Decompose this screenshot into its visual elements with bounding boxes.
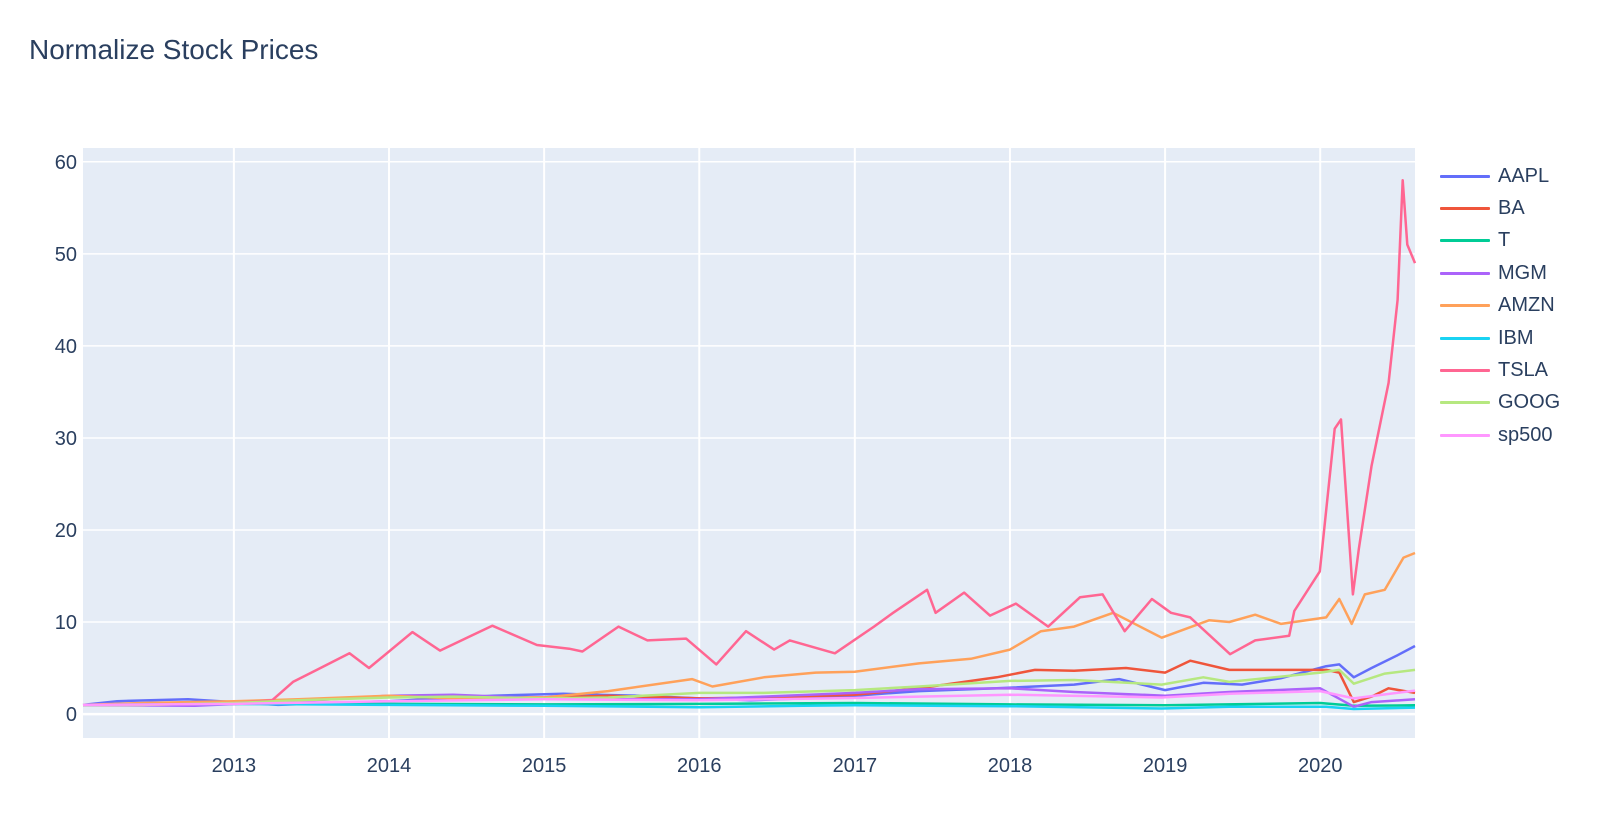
legend-swatch [1440,239,1490,243]
legend-item-sp500[interactable]: sp500 [1440,419,1560,451]
legend-label: sp500 [1498,423,1553,446]
legend-swatch [1440,433,1490,437]
legend-swatch [1440,401,1490,405]
y-tick-label-30: 30 [55,428,77,450]
x-tick-label-2019: 2019 [1143,755,1188,777]
legend-item-tsla[interactable]: TSLA [1440,354,1560,386]
legend-swatch [1440,207,1490,211]
legend-label: GOOG [1498,391,1561,414]
x-tick-label-2020: 2020 [1298,755,1343,777]
x-axis-ticks: 2013 2014 2015 2016 2017 2018 2019 2020 [212,755,1343,777]
series-line-amzn [82,551,1416,707]
legend-item-ibm[interactable]: IBM [1440,322,1560,354]
series-line-goog [83,668,1416,707]
legend-label: AMZN [1498,294,1555,317]
chart-title: Normalize Stock Prices [29,34,319,65]
legend-item-t[interactable]: T [1440,225,1560,257]
series-lines [82,178,1417,711]
plot-background [83,148,1415,738]
legend-label: IBM [1498,326,1534,349]
legend-item-ba[interactable]: BA [1440,192,1560,224]
legend-item-mgm[interactable]: MGM [1440,257,1560,289]
legend-swatch [1440,271,1490,275]
y-gridlines [83,161,1415,716]
y-tick-label-20: 20 [55,520,77,542]
legend-swatch [1440,336,1490,340]
y-tick-label-0: 0 [66,704,77,726]
y-tick-label-40: 40 [55,336,77,358]
legend-item-amzn[interactable]: AMZN [1440,290,1560,322]
legend-swatch [1440,174,1490,178]
legend-swatch [1440,369,1490,373]
x-gridlines [232,148,1322,738]
y-tick-label-60: 60 [55,152,77,174]
legend-item-goog[interactable]: GOOG [1440,387,1560,419]
y-tick-label-10: 10 [55,612,77,634]
x-tick-label-2014: 2014 [367,755,412,777]
legend-label: AAPL [1498,164,1550,187]
series-line-tsla [83,178,1417,707]
x-tick-label-2013: 2013 [212,755,257,777]
x-tick-label-2017: 2017 [833,755,878,777]
legend: AAPL BA T MGM AMZN IBM TSLA GOOG sp500 [1440,160,1560,452]
x-tick-label-2018: 2018 [988,755,1033,777]
series-line-sp500 [82,689,1416,707]
legend-label: BA [1498,197,1525,220]
x-tick-label-2016: 2016 [677,755,722,777]
legend-swatch [1440,304,1490,308]
series-line-ibm [82,702,1416,711]
legend-item-aapl[interactable]: AAPL [1440,160,1560,192]
y-tick-label-50: 50 [55,244,77,266]
legend-label: T [1498,229,1511,252]
legend-label: MGM [1498,261,1547,284]
y-axis-ticks: 0 10 20 30 40 50 60 [55,152,77,726]
legend-label: TSLA [1498,359,1549,382]
x-tick-label-2015: 2015 [522,755,567,777]
